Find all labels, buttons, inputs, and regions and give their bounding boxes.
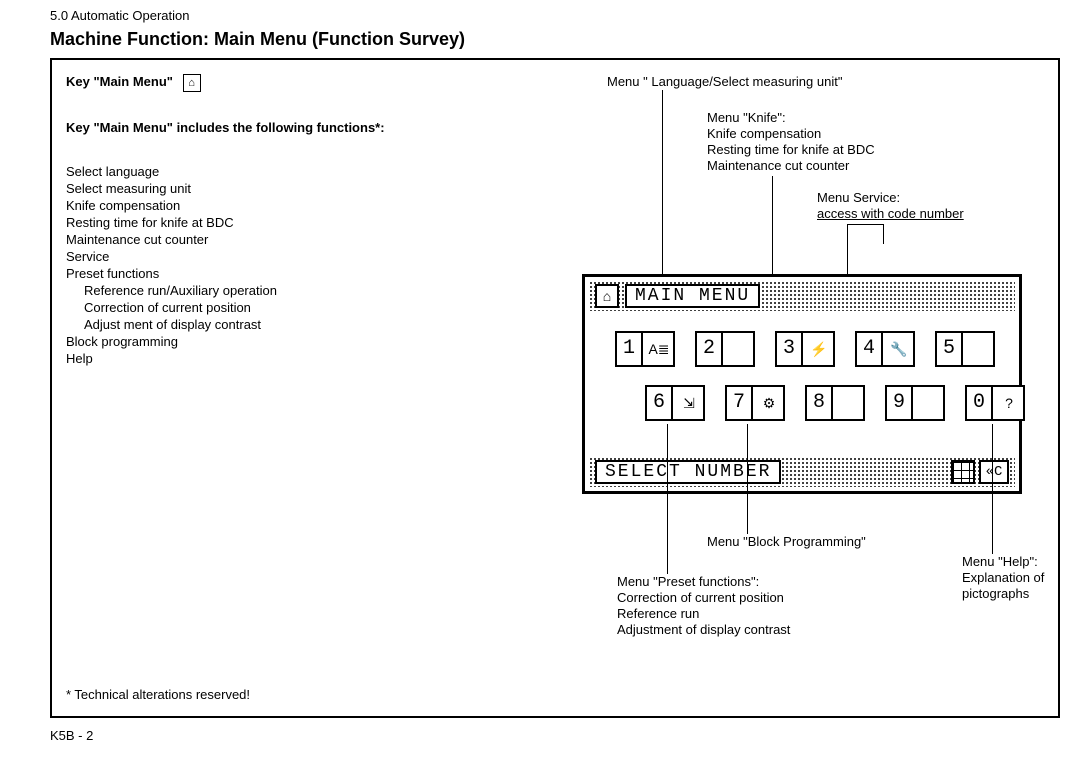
select-number-label: SELECT NUMBER <box>595 460 781 484</box>
key-number: 8 <box>807 387 833 419</box>
annot-language: Menu " Language/Select measuring unit" <box>607 74 842 90</box>
key-row-1: 1A≣ 2 3⚡ 4🔧 5 <box>585 331 1019 371</box>
grid-icon[interactable] <box>951 460 975 484</box>
menu-key-4[interactable]: 4🔧 <box>855 331 915 367</box>
left-column: Key "Main Menu" ⌂ Key "Main Menu" includ… <box>66 74 496 367</box>
key-number: 7 <box>727 387 753 419</box>
annot-block: Menu "Block Programming" <box>707 534 866 550</box>
annot-preset-l3: Adjustment of display contrast <box>617 622 790 638</box>
list-item: Knife compensation <box>66 197 496 214</box>
annot-knife-l3: Maintenance cut counter <box>707 158 875 174</box>
menu-key-2[interactable]: 2 <box>695 331 755 367</box>
lcd-screen: ⌂ MAIN MENU 1A≣ 2 3⚡ 4🔧 5 6⇲ 7⚙ 8 9 0? <box>582 274 1022 494</box>
content-frame: Key "Main Menu" ⌂ Key "Main Menu" includ… <box>50 58 1060 718</box>
annot-knife-l1: Knife compensation <box>707 126 875 142</box>
key-main-menu-label: Key "Main Menu" <box>66 74 173 89</box>
annot-knife-title: Menu "Knife": <box>707 110 875 126</box>
knife-icon: ⚡ <box>805 335 833 363</box>
key-number: 3 <box>777 333 803 365</box>
annot-help-l2: pictographs <box>962 586 1044 602</box>
list-item: Select language <box>66 163 496 180</box>
right-column: Menu " Language/Select measuring unit" M… <box>547 74 1047 706</box>
annot-service-title: Menu Service: <box>817 190 964 206</box>
key-number: 2 <box>697 333 723 365</box>
annot-help-l1: Explanation of <box>962 570 1044 586</box>
key-number: 6 <box>647 387 673 419</box>
blank-icon <box>725 335 753 363</box>
leader-line <box>992 424 993 554</box>
menu-key-7[interactable]: 7⚙ <box>725 385 785 421</box>
leader-line <box>883 224 884 244</box>
list-subitem: Adjust ment of display contrast <box>84 316 496 333</box>
blank-icon <box>965 335 993 363</box>
preset-icon: ⇲ <box>675 389 703 417</box>
annot-preset-l2: Reference run <box>617 606 790 622</box>
key-number: 5 <box>937 333 963 365</box>
menu-key-5[interactable]: 5 <box>935 331 995 367</box>
key-number: 4 <box>857 333 883 365</box>
list-item: Preset functions <box>66 265 496 282</box>
page-number: K5B - 2 <box>50 728 93 743</box>
page-title: Machine Function: Main Menu (Function Su… <box>50 29 1060 50</box>
leader-line <box>847 224 883 225</box>
includes-heading: Key "Main Menu" includes the following f… <box>66 120 496 135</box>
key-row-2: 6⇲ 7⚙ 8 9 0? <box>585 385 1019 425</box>
list-item: Resting time for knife at BDC <box>66 214 496 231</box>
list-item: Select measuring unit <box>66 180 496 197</box>
blank-icon <box>835 389 863 417</box>
annot-preset-title: Menu "Preset functions": <box>617 574 790 590</box>
list-item: Block programming <box>66 333 496 350</box>
key-number: 0 <box>967 387 993 419</box>
annot-knife-l2: Resting time for knife at BDC <box>707 142 875 158</box>
service-icon: 🔧 <box>885 335 913 363</box>
annot-help: Menu "Help": Explanation of pictographs <box>962 554 1044 602</box>
annot-preset: Menu "Preset functions": Correction of c… <box>617 574 790 638</box>
list-item: Help <box>66 350 496 367</box>
menu-key-8[interactable]: 8 <box>805 385 865 421</box>
annot-service: Menu Service: access with code number <box>817 190 964 222</box>
menu-key-3[interactable]: 3⚡ <box>775 331 835 367</box>
menu-key-0[interactable]: 0? <box>965 385 1025 421</box>
language-icon: A≣ <box>645 335 673 363</box>
footnote: * Technical alterations reserved! <box>66 687 250 702</box>
leader-line <box>667 424 668 574</box>
list-subitem: Reference run/Auxiliary operation <box>84 282 496 299</box>
annot-service-l1: access with code number <box>817 206 964 222</box>
screen-bottombar: SELECT NUMBER «C <box>589 457 1015 487</box>
annot-knife: Menu "Knife": Knife compensation Resting… <box>707 110 875 174</box>
screen-title: MAIN MENU <box>625 284 760 308</box>
menu-key-1[interactable]: 1A≣ <box>615 331 675 367</box>
list-subitem: Correction of current position <box>84 299 496 316</box>
key-number: 9 <box>887 387 913 419</box>
screen-titlebar: ⌂ MAIN MENU <box>589 281 1015 311</box>
blank-icon <box>915 389 943 417</box>
clear-button[interactable]: «C <box>979 460 1009 484</box>
annot-preset-l1: Correction of current position <box>617 590 790 606</box>
menu-key-9[interactable]: 9 <box>885 385 945 421</box>
main-menu-icon: ⌂ <box>595 284 619 308</box>
leader-line <box>747 424 748 534</box>
block-prog-icon: ⚙ <box>755 389 783 417</box>
function-list: Select language Select measuring unit Kn… <box>66 163 496 367</box>
section-number: 5.0 Automatic Operation <box>50 8 1060 23</box>
list-item: Service <box>66 248 496 265</box>
menu-key-6[interactable]: 6⇲ <box>645 385 705 421</box>
book-icon: ⌂ <box>183 74 201 92</box>
help-icon: ? <box>995 389 1023 417</box>
list-item: Maintenance cut counter <box>66 231 496 248</box>
annot-help-title: Menu "Help": <box>962 554 1044 570</box>
key-number: 1 <box>617 333 643 365</box>
